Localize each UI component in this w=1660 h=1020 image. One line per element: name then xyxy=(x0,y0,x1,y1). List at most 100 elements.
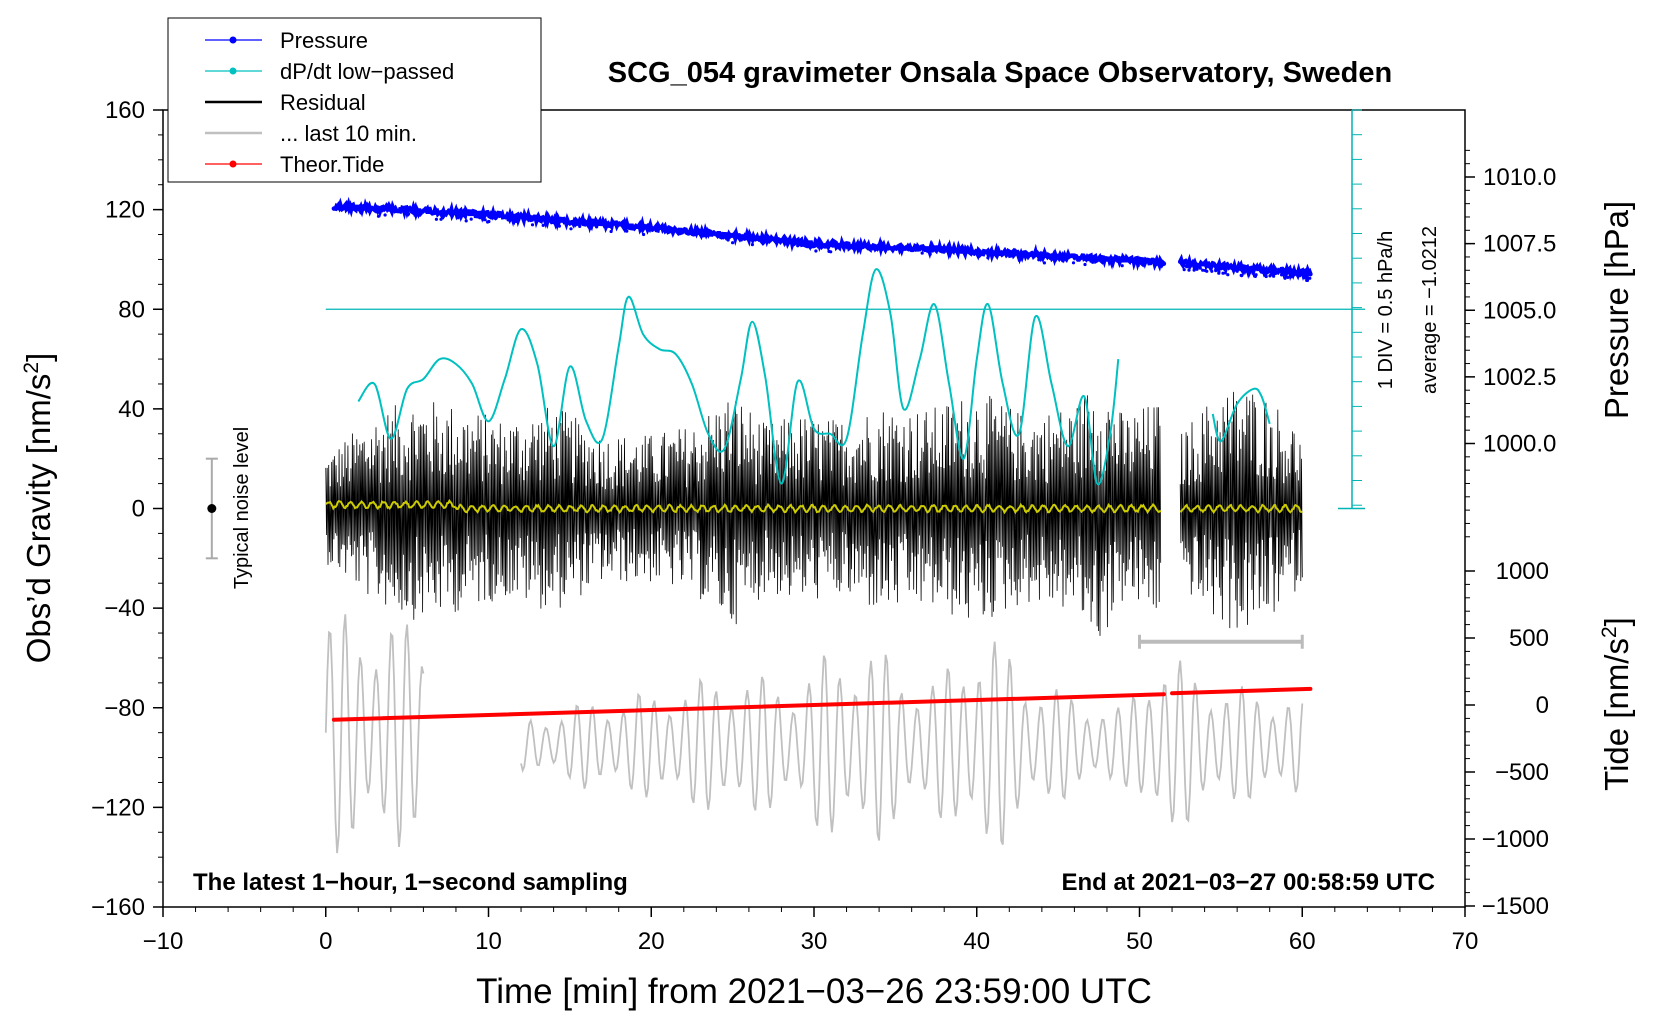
legend-label: Residual xyxy=(280,90,366,115)
legend-box xyxy=(167,17,542,183)
pressure-point xyxy=(721,236,725,240)
pressure-point xyxy=(541,223,545,227)
legend-swatch-dot xyxy=(229,160,237,168)
average-label: average = −1.0212 xyxy=(1419,226,1441,394)
dpdt-layer xyxy=(357,268,1271,486)
noise-level-dot xyxy=(207,504,217,513)
pressure-point xyxy=(726,238,730,242)
pressure-tick-label: 1005.0 xyxy=(1483,297,1556,324)
pressure-point xyxy=(750,243,755,247)
bottom-right-note: End at 2021−03−27 00:58:59 UTC xyxy=(1061,869,1435,896)
residual-smooth-layer xyxy=(325,498,1303,515)
x-tick-label: 50 xyxy=(1126,928,1153,955)
pressure-point xyxy=(530,223,535,227)
pressure-point xyxy=(1284,274,1288,278)
legend-label: ... last 10 min. xyxy=(280,121,417,146)
pressure-point xyxy=(1205,269,1209,273)
residual-smooth-line xyxy=(1179,503,1303,515)
pressure-point xyxy=(456,216,460,220)
pressure-line xyxy=(1177,253,1313,281)
pressure-point xyxy=(1280,273,1284,277)
pressure-point xyxy=(642,232,646,237)
pressure-point xyxy=(1037,258,1041,262)
pressure-point xyxy=(1305,277,1309,281)
legend-label: Pressure xyxy=(280,28,368,53)
y-tick-label: −40 xyxy=(104,595,145,622)
pressure-point xyxy=(835,246,839,250)
pressure-tick-label: 1007.5 xyxy=(1483,231,1556,258)
pressure-point xyxy=(1182,268,1186,272)
pressure-point xyxy=(928,252,932,256)
pressure-point xyxy=(1264,274,1268,279)
y-tick-label: −80 xyxy=(104,695,145,722)
pressure-point xyxy=(1298,274,1302,278)
x-tick-label: −10 xyxy=(143,928,184,955)
pressure-point xyxy=(783,242,787,246)
pressure-point xyxy=(469,217,473,221)
pressure-point xyxy=(1289,275,1293,279)
x-axis: −10 0 10 20 30 40 50 60 70 xyxy=(143,907,1478,955)
dpdt-reference-layer xyxy=(325,109,1365,510)
pressure-point xyxy=(1268,274,1272,278)
div-label: 1 DIV = 0.5 hPa/h xyxy=(1375,231,1397,389)
y-axis-label: Obs’d Gravity [nm/s2] xyxy=(20,353,57,664)
x-tick-label: 60 xyxy=(1289,928,1316,955)
pressure-point xyxy=(1251,271,1255,275)
pressure-point xyxy=(1235,269,1239,273)
x-tick-label: 20 xyxy=(638,928,665,955)
pressure-layer xyxy=(331,196,1313,282)
pressure-point xyxy=(1185,265,1189,269)
pressure-point xyxy=(1192,268,1196,272)
bottom-left-note: The latest 1−hour, 1−second sampling xyxy=(193,869,628,896)
dpdt-line xyxy=(357,268,1120,486)
residual-smooth-line xyxy=(325,498,1162,515)
legend-swatch-dot xyxy=(229,67,237,75)
y-tick-label: 0 xyxy=(132,496,145,523)
pressure-point xyxy=(1272,274,1276,278)
pressure-point xyxy=(920,251,924,255)
pressure-point xyxy=(514,219,518,223)
tide-layer xyxy=(331,686,1313,722)
pressure-point xyxy=(986,256,990,260)
noise-level-label: Typical noise level xyxy=(231,427,253,589)
pressure-point xyxy=(1091,260,1095,264)
pressure-point xyxy=(1136,263,1140,267)
pressure-point xyxy=(1209,267,1213,271)
residual-line xyxy=(325,395,1162,636)
pressure-point xyxy=(464,219,468,223)
pressure-line xyxy=(331,196,1167,272)
residual-line xyxy=(1179,391,1303,629)
pressure-axis-label: Pressure [hPa] xyxy=(1598,201,1635,419)
pressure-point xyxy=(589,226,593,230)
y-axis-left: 160 120 80 40 0 −40 −80 −120 −160 xyxy=(91,97,163,921)
pressure-point xyxy=(578,224,582,228)
pressure-point xyxy=(487,219,491,224)
pressure-point xyxy=(440,216,444,220)
pressure-point xyxy=(1071,261,1076,265)
pressure-point xyxy=(1120,264,1124,268)
y-tick-label: 160 xyxy=(105,97,145,124)
legend-label: dP/dt low−passed xyxy=(280,59,454,84)
pressure-point xyxy=(796,244,800,248)
pressure-point xyxy=(383,213,387,217)
tide-line xyxy=(1170,686,1313,696)
pressure-point xyxy=(595,225,599,229)
pressure-point xyxy=(478,216,482,220)
y-tick-label: −160 xyxy=(91,894,145,921)
pressure-tick-label: 1002.5 xyxy=(1483,364,1556,391)
pressure-point xyxy=(1221,271,1225,275)
pressure-point xyxy=(1187,268,1191,272)
pressure-point xyxy=(829,250,833,254)
pressure-point xyxy=(557,224,562,228)
pressure-point xyxy=(1226,273,1230,277)
annotation-layer xyxy=(205,457,1304,649)
x-tick-label: 0 xyxy=(319,928,332,955)
pressure-point xyxy=(731,241,735,245)
pressure-point xyxy=(1198,266,1202,270)
pressure-point xyxy=(1308,276,1312,280)
pressure-point xyxy=(1192,265,1196,269)
y-tick-label: 40 xyxy=(118,396,145,423)
pressure-tick-label: 1000.0 xyxy=(1483,431,1556,458)
pressure-point xyxy=(1305,274,1309,278)
